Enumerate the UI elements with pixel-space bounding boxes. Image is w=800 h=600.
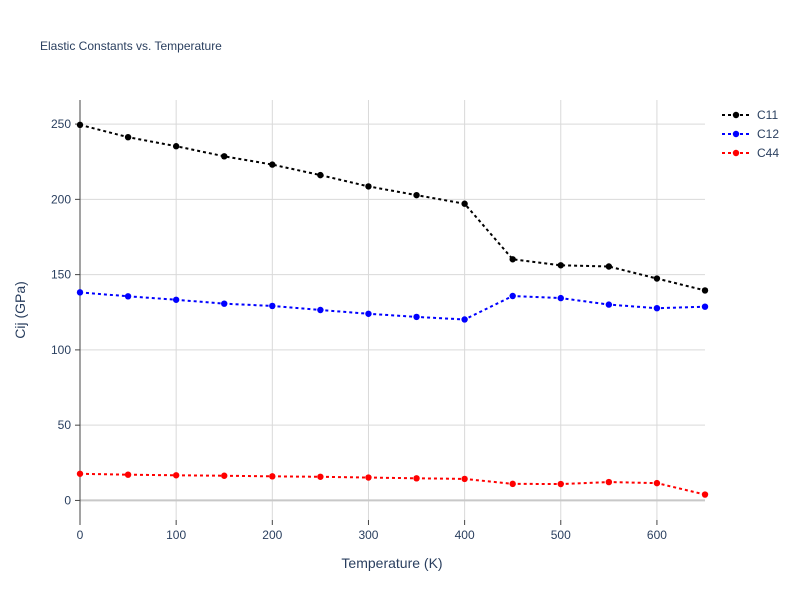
data-point [172,472,180,479]
data-point [365,474,372,481]
y-axis-title: Cij (GPa) [12,281,28,339]
data-point [605,263,613,270]
data-point [653,479,661,487]
data-point [653,275,661,282]
series-c44 [76,470,709,498]
legend[interactable]: C11 C12 C44 [722,108,779,160]
data-point [76,121,84,129]
series-line [79,472,706,496]
y-axis-ticks: 0 50 100 150 200 250 [51,117,80,507]
data-point [509,292,516,300]
data-point [269,161,276,168]
data-point [124,133,132,141]
data-point [461,200,468,207]
series-c11 [76,121,709,294]
y-tick-label: 100 [51,343,71,357]
legend-item-c12[interactable]: C12 [722,127,779,141]
legend-label: C12 [757,127,779,141]
data-point [221,472,228,479]
data-point [317,171,324,179]
data-point [413,475,420,482]
data-point [557,262,564,269]
data-point [317,473,324,480]
chart-title: Elastic Constants vs. Temperature [40,39,222,53]
y-tick-label: 150 [51,268,71,282]
data-point [317,306,324,314]
x-tick-label: 100 [166,528,186,542]
data-point [76,289,84,296]
x-axis-title: Temperature (K) [341,555,442,571]
y-tick-label: 250 [51,117,71,131]
data-point [221,153,228,160]
data-point [701,303,709,310]
y-tick-label: 200 [51,192,71,206]
data-point [365,310,372,317]
x-tick-label: 500 [551,528,571,542]
legend-label: C11 [757,108,778,122]
x-tick-label: 600 [647,528,667,542]
data-point [461,316,468,323]
data-point [557,294,564,302]
x-tick-label: 300 [358,528,378,542]
legend-item-c44[interactable]: C44 [722,146,779,160]
data-point [221,300,228,307]
data-point [509,256,516,263]
series-layer [76,121,709,498]
data-point [124,293,132,300]
data-point [461,475,468,483]
data-point [701,491,709,498]
data-point [605,478,613,486]
data-point [509,480,516,488]
data-point [701,287,709,294]
data-point [269,302,276,310]
x-axis-ticks: 0 100 200 300 400 500 600 [77,520,667,542]
x-tick-label: 400 [455,528,475,542]
data-point [365,183,372,190]
y-tick-label: 50 [58,418,72,432]
data-point [76,470,84,477]
legend-item-c11[interactable]: C11 [722,108,778,122]
data-point [172,296,180,303]
data-point [557,480,564,488]
data-point [605,301,613,308]
data-point [413,313,420,321]
x-tick-label: 200 [262,528,282,542]
series-c12 [76,289,709,323]
data-point [413,191,420,199]
data-point [269,473,276,480]
legend-marker [732,130,740,138]
legend-marker [732,149,740,157]
x-tick-label: 0 [77,528,84,542]
legend-label: C44 [757,146,779,160]
series-line [79,123,706,292]
y-tick-label: 0 [64,493,71,507]
data-point [653,304,661,312]
series-line [79,291,706,321]
data-point [124,471,132,478]
data-point [172,143,180,150]
legend-marker [732,111,740,119]
